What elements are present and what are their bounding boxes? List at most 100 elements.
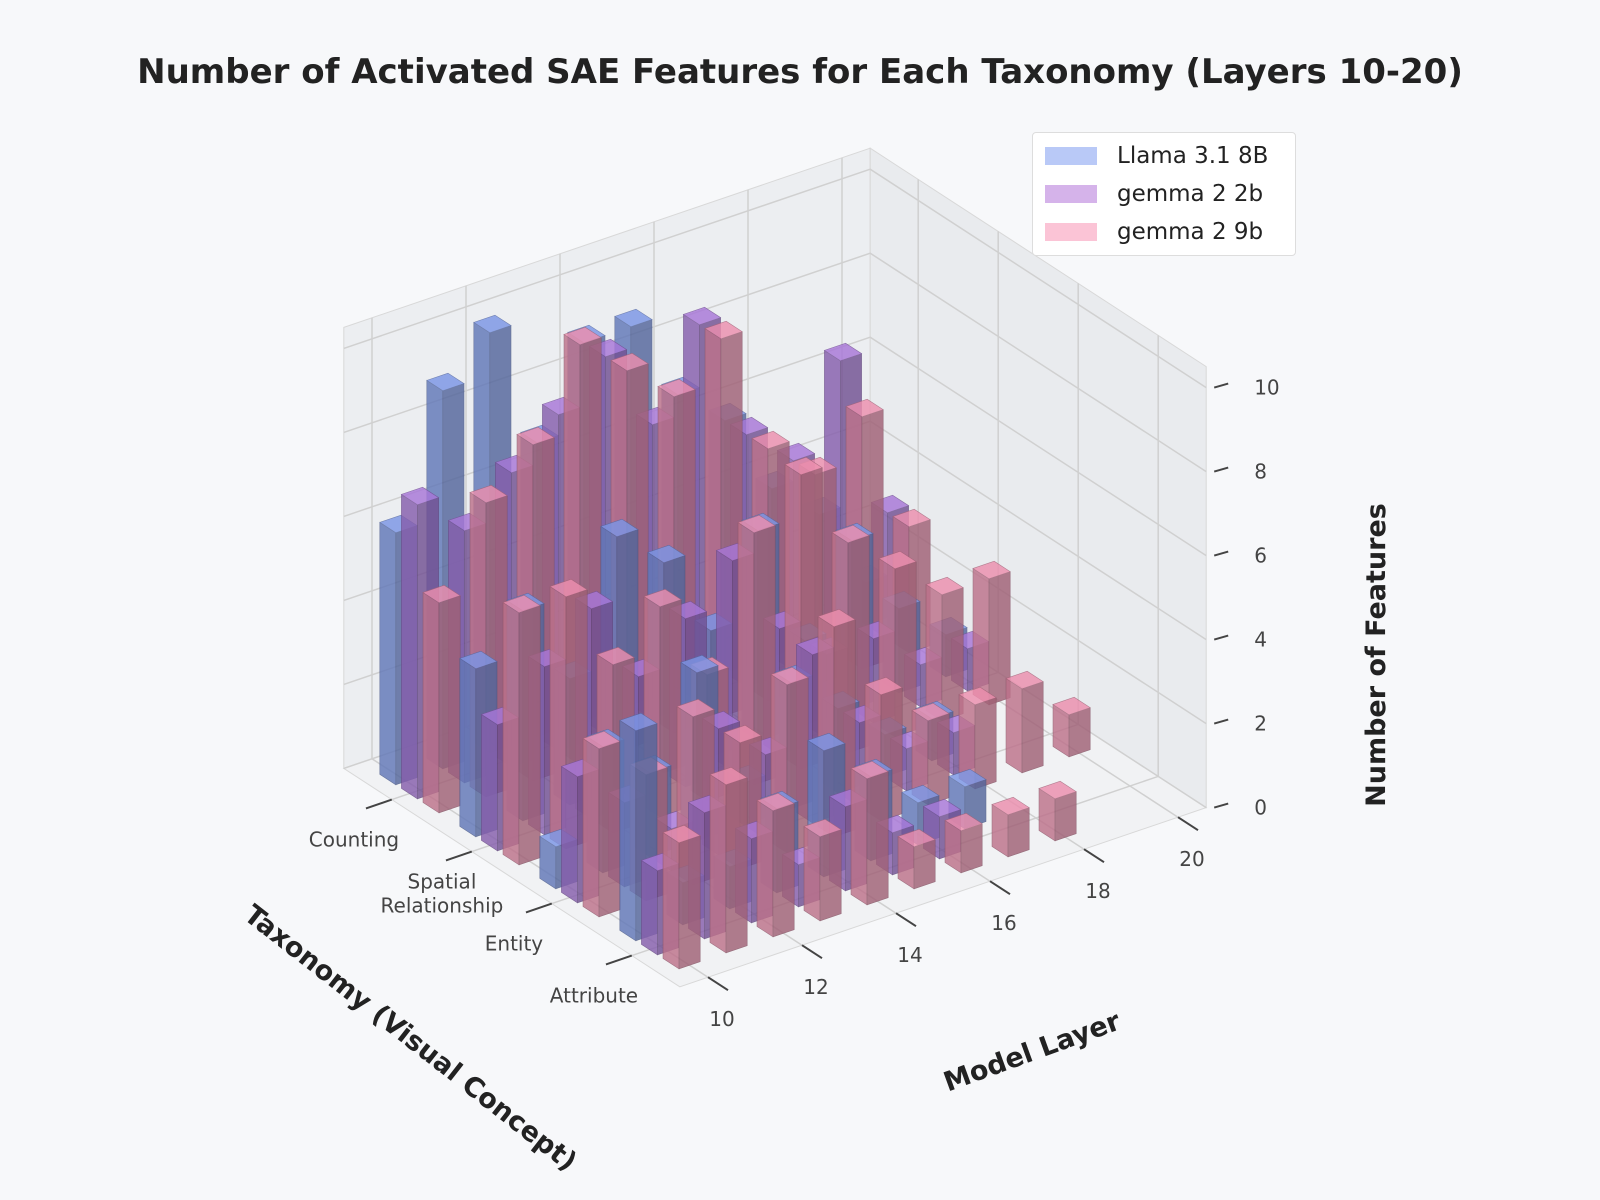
layer-tick — [895, 912, 917, 928]
bar-top-face — [400, 486, 440, 506]
legend-item-llama: Llama 3.1 8B — [1045, 141, 1268, 171]
taxonomy-label-line: Counting — [309, 827, 399, 851]
bar-top-face — [958, 686, 997, 706]
bar-top-face — [662, 824, 701, 844]
bar-top-face — [682, 306, 722, 326]
bar-front-face — [518, 605, 541, 866]
taxonomy-tick-label: Attribute — [550, 983, 638, 1007]
bar-top-face — [426, 372, 465, 392]
bar-side-face — [1005, 677, 1023, 774]
bar — [972, 560, 1011, 706]
bar-top-face — [751, 430, 790, 450]
bar — [944, 812, 983, 874]
z-tick — [1213, 634, 1229, 641]
bar-top-face — [944, 812, 983, 832]
bar-top-face — [737, 514, 776, 534]
bar-side-face — [925, 583, 943, 722]
legend: Llama 3.1 8B gemma 2 2b gemma 2 9b — [1032, 132, 1296, 256]
bar-top-face — [459, 650, 498, 670]
bar-front-face — [1054, 791, 1077, 842]
bar-top-face — [614, 308, 653, 328]
bar — [502, 594, 541, 866]
bar-front-face — [598, 741, 621, 918]
layer-tick — [801, 944, 823, 960]
bar-top-face — [723, 724, 762, 744]
bar-top-face — [864, 676, 903, 696]
bar-front-face — [866, 771, 889, 906]
bar-top-face — [892, 508, 931, 528]
bar-side-face — [662, 831, 680, 970]
taxonomy-label-line: Relationship — [381, 893, 504, 917]
bar-top-face — [709, 766, 748, 786]
bar-side-face — [619, 719, 637, 942]
bar — [662, 824, 701, 970]
bar — [709, 766, 748, 954]
bar — [582, 730, 621, 918]
bar-side-face — [422, 591, 440, 814]
bar-side-face — [561, 765, 578, 904]
bar-side-face — [459, 657, 477, 838]
chart-title: Number of Activated SAE Features for Eac… — [137, 52, 1463, 92]
legend-label: gemma 2 9b — [1117, 219, 1264, 245]
bar — [803, 818, 842, 922]
bar-side-face — [582, 737, 600, 918]
bar-top-face — [756, 792, 795, 812]
bar-top-face — [680, 654, 719, 674]
layer-tick-label: 14 — [897, 943, 922, 967]
bar-top-face — [619, 712, 658, 732]
bar — [958, 686, 997, 790]
bar-top-face — [647, 544, 686, 564]
bar-side-face — [401, 493, 418, 800]
bar-top-face — [516, 426, 555, 446]
legend-swatch — [1045, 147, 1097, 165]
bar-top-face — [704, 320, 743, 340]
layer-tick-label: 10 — [709, 1007, 734, 1031]
bar-top-face — [502, 594, 541, 614]
bar-top-face — [878, 550, 917, 570]
bar-side-face — [502, 601, 520, 866]
bar-top-face — [676, 698, 715, 718]
bar — [1005, 670, 1044, 774]
taxonomy-tick — [365, 798, 393, 810]
bar-top-face — [596, 646, 635, 666]
bar-side-face — [709, 773, 727, 954]
bar — [1052, 696, 1091, 758]
taxonomy-label-line: Entity — [485, 931, 544, 955]
z-tick — [1213, 550, 1229, 557]
bar-top-face — [807, 732, 846, 752]
taxonomy-tick-label: Counting — [309, 827, 399, 851]
taxonomy-label-line: Spatial — [408, 869, 477, 893]
legend-swatch — [1045, 223, 1097, 241]
bar-top-face — [610, 352, 649, 372]
layer-tick — [707, 976, 729, 992]
bar-top-face — [850, 760, 889, 780]
bar-top-face — [1005, 670, 1044, 690]
layer-tick — [989, 880, 1011, 896]
bar-side-face — [481, 713, 498, 852]
taxonomy-tick-label: Entity — [485, 931, 544, 955]
bar — [897, 828, 936, 890]
z-tick — [1213, 718, 1229, 725]
bar-side-face — [641, 859, 658, 956]
bar-top-face — [473, 314, 512, 334]
bar — [991, 796, 1030, 858]
z-tick-label: 8 — [1254, 460, 1267, 484]
bar-front-face — [678, 835, 701, 970]
layer-tick-label: 12 — [803, 975, 828, 999]
legend-label: gemma 2 2b — [1117, 181, 1264, 207]
bar-top-face — [1052, 696, 1091, 716]
z-tick-label: 10 — [1254, 376, 1279, 400]
bar — [925, 576, 964, 722]
z-tick — [1213, 382, 1229, 389]
bar-top-face — [803, 818, 842, 838]
layer-tick-label: 16 — [991, 911, 1016, 935]
bar — [1038, 780, 1077, 842]
bar-top-face — [563, 326, 602, 346]
bar-top-face — [600, 518, 639, 538]
z-tick — [1213, 466, 1229, 473]
bar-top-face — [643, 588, 682, 608]
bar-front-face — [1007, 807, 1030, 858]
z-tick-label: 2 — [1254, 712, 1267, 736]
legend-item-gemma9b: gemma 2 9b — [1045, 217, 1263, 247]
bar-top-face — [948, 768, 987, 788]
